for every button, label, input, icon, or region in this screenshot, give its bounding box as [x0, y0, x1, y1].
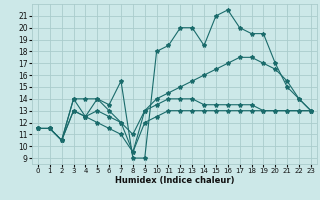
X-axis label: Humidex (Indice chaleur): Humidex (Indice chaleur)	[115, 176, 234, 185]
